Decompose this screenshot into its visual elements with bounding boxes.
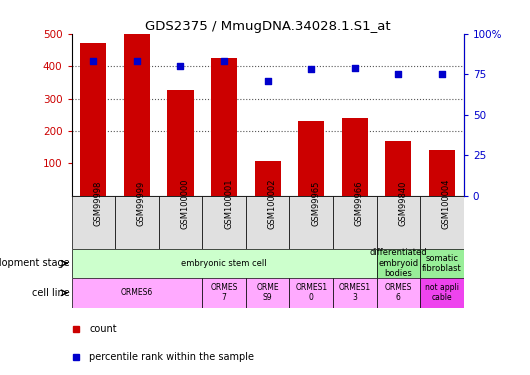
Text: GSM99966: GSM99966 [355,181,364,226]
Text: GSM100000: GSM100000 [181,178,190,229]
Text: percentile rank within the sample: percentile rank within the sample [90,352,254,362]
Bar [211,58,237,196]
Bar [289,278,333,308]
Bar [72,249,377,278]
Bar [420,249,464,278]
Text: count: count [90,324,117,334]
Bar [246,278,289,308]
Text: GSM99965: GSM99965 [311,181,320,226]
Bar [202,278,246,308]
Point [263,78,272,84]
Bar [72,196,115,249]
Bar [385,141,411,196]
Bar [80,44,107,196]
Bar [377,196,420,249]
Bar [377,278,420,308]
Point [438,71,446,77]
Point [132,58,141,64]
Bar [158,196,202,249]
Bar [333,278,377,308]
Text: ORMES6: ORMES6 [121,288,153,297]
Text: ORMES1
3: ORMES1 3 [339,283,371,303]
Text: development stage: development stage [0,258,69,268]
Text: ORMES1
0: ORMES1 0 [295,283,328,303]
Point [307,66,315,72]
Bar [342,118,368,196]
Bar [167,90,193,196]
Bar [333,196,377,249]
Bar [420,278,464,308]
Text: not appli
cable: not appli cable [425,283,459,303]
Bar [298,121,324,196]
Bar [289,196,333,249]
Bar [420,196,464,249]
Bar [115,196,158,249]
Text: ORMES
7: ORMES 7 [210,283,238,303]
Point [220,58,228,64]
Text: GSM100001: GSM100001 [224,178,233,229]
Bar [377,249,420,278]
Text: ORME
S9: ORME S9 [257,283,279,303]
Text: cell line: cell line [32,288,69,298]
Bar [72,278,202,308]
Bar [246,196,289,249]
Bar [254,160,281,196]
Text: differentiated
embryoid
bodies: differentiated embryoid bodies [369,249,427,278]
Text: GSM99998: GSM99998 [93,181,102,226]
Text: ORMES
6: ORMES 6 [385,283,412,303]
Text: GSM100004: GSM100004 [442,178,451,229]
Bar [429,150,455,196]
Point [350,65,359,71]
Bar [202,196,246,249]
Point [89,58,98,64]
Text: GSM99999: GSM99999 [137,181,146,226]
Text: embryonic stem cell: embryonic stem cell [181,259,267,268]
Point [394,71,403,77]
Title: GDS2375 / MmugDNA.34028.1.S1_at: GDS2375 / MmugDNA.34028.1.S1_at [145,20,391,33]
Text: GSM100002: GSM100002 [268,178,277,229]
Bar [124,34,150,196]
Text: somatic
fibroblast: somatic fibroblast [422,254,462,273]
Point [176,63,185,69]
Text: GSM99840: GSM99840 [399,181,408,226]
